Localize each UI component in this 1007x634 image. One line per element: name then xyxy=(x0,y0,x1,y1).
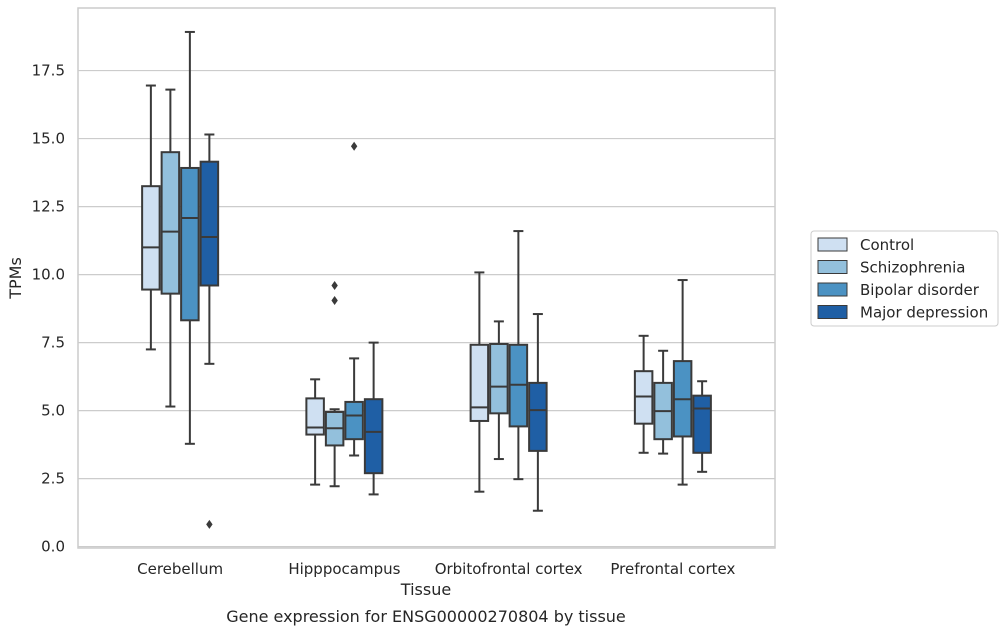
box-group xyxy=(692,380,712,473)
legend-label: Major depression xyxy=(860,304,988,322)
outlier-point xyxy=(206,519,213,529)
legend-swatch xyxy=(817,260,848,274)
legend-label: Control xyxy=(860,236,914,254)
box xyxy=(180,166,200,322)
outlier-point xyxy=(331,280,338,290)
box xyxy=(160,151,181,295)
box-group xyxy=(508,230,529,481)
box xyxy=(344,400,364,441)
box-group xyxy=(653,349,673,455)
y-tick-label: 12.5 xyxy=(32,198,65,216)
y-tick-label: 5.0 xyxy=(41,402,65,420)
x-tick-labels: Cerebellum Hipppocampus Orbitofrontal cort… xyxy=(137,560,735,578)
legend-swatch xyxy=(817,282,848,297)
box-group xyxy=(528,313,548,512)
plot-area-frame xyxy=(77,7,776,549)
box-group xyxy=(324,280,345,488)
y-tick-label: 7.5 xyxy=(41,334,65,352)
box-group xyxy=(363,341,384,496)
box xyxy=(305,397,325,436)
legend-label: Schizophrenia xyxy=(860,259,965,277)
outlier-point xyxy=(331,295,338,305)
box-group xyxy=(344,141,364,457)
box-group xyxy=(180,30,200,445)
outlier-point xyxy=(350,141,358,151)
box-group xyxy=(199,133,220,529)
legend-label: Bipolar disorder xyxy=(860,281,980,299)
box-group xyxy=(489,320,509,461)
x-tick-label: Orbitofrontal cortex xyxy=(435,560,583,578)
y-axis-title: TPMs xyxy=(6,257,25,300)
box xyxy=(141,185,161,291)
y-tick-label: 15.0 xyxy=(32,130,65,148)
box xyxy=(528,381,548,452)
box xyxy=(692,394,712,454)
box-group xyxy=(633,334,654,454)
box-group xyxy=(305,378,325,486)
box-group xyxy=(160,88,181,408)
y-tick-label: 0.0 xyxy=(41,538,65,556)
x-axis-title: Tissue xyxy=(400,580,451,599)
legend-items: Control Schizophrenia Bipolar disorder Majo… xyxy=(817,236,988,322)
box-group xyxy=(672,279,693,486)
legend-frame xyxy=(810,230,999,327)
chart-caption: Gene expression for ENSG00000270804 by t… xyxy=(226,607,626,626)
y-tick-labels: 0.0 2.5 5.0 7.5 10.0 12.5 15.0 17.5 xyxy=(32,62,65,556)
box-group xyxy=(141,84,161,351)
box-group xyxy=(469,271,490,493)
boxes xyxy=(141,30,712,529)
x-tick-label: Prefrontal cortex xyxy=(610,560,735,578)
y-tick-label: 2.5 xyxy=(41,470,65,488)
x-tick-label: Cerebellum xyxy=(137,560,223,578)
x-tick-label: Hipppocampus xyxy=(288,560,400,578)
box xyxy=(199,160,220,287)
legend-swatch xyxy=(817,305,848,319)
y-tick-label: 10.0 xyxy=(32,266,65,284)
y-tick-label: 17.5 xyxy=(32,62,65,80)
legend-swatch xyxy=(817,237,848,252)
legend: Control Schizophrenia Bipolar disorder Majo… xyxy=(810,230,999,327)
box xyxy=(469,343,490,422)
box xyxy=(489,342,509,415)
box xyxy=(363,398,384,475)
